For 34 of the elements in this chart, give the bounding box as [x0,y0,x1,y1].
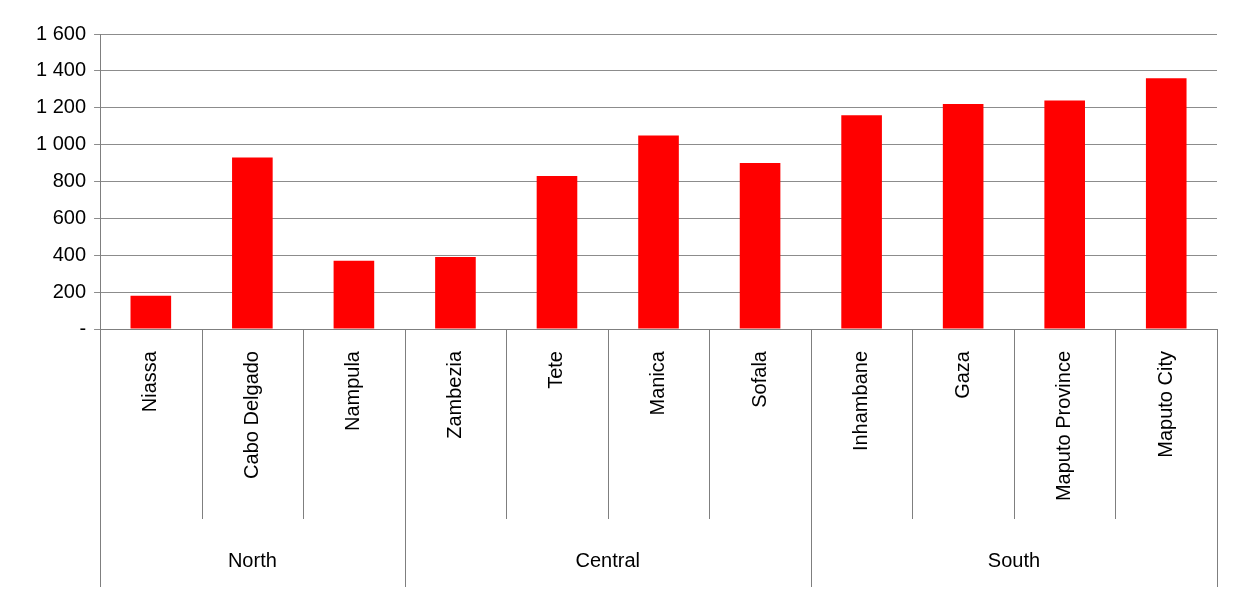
x-tick-label: Maputo City [1153,351,1176,458]
y-tick-label: 600 [52,205,87,228]
bar [130,295,172,329]
x-tick-label: Niassa [138,350,161,413]
x-tick-label: Tete [544,351,567,389]
x-tick-label: Cabo Delgado [239,351,262,479]
bar [435,257,476,329]
y-tick-label: 800 [52,169,87,192]
y-tick-label: 1 400 [35,58,87,81]
y-tick-label: 200 [52,279,87,302]
bar [942,104,984,329]
bar [1044,100,1085,329]
bar [1145,78,1187,329]
bar [536,175,578,329]
y-tick-label: 1 600 [35,21,87,44]
y-tick-label: 400 [52,242,87,265]
text: Central [575,548,640,571]
x-tick-label: Inhambane [849,351,872,452]
text: South [987,548,1041,571]
y-tick-label: 1 200 [35,95,87,118]
x-tick-label: Manica [646,350,669,416]
y-tick-label: - [79,316,87,339]
bar [638,135,679,329]
x-tick-label: Zambezia [442,350,465,439]
bar [841,115,882,329]
bar [232,157,273,329]
x-tick-label: Maputo Province [1052,351,1075,502]
bar [739,163,781,329]
x-tick-label: Nampula [341,350,364,432]
x-tick-label: Sofala [747,350,770,408]
text: North [227,548,277,571]
bar [333,260,375,329]
x-tick-label: Gaza [950,350,973,399]
y-tick-label: 1 000 [35,132,87,155]
